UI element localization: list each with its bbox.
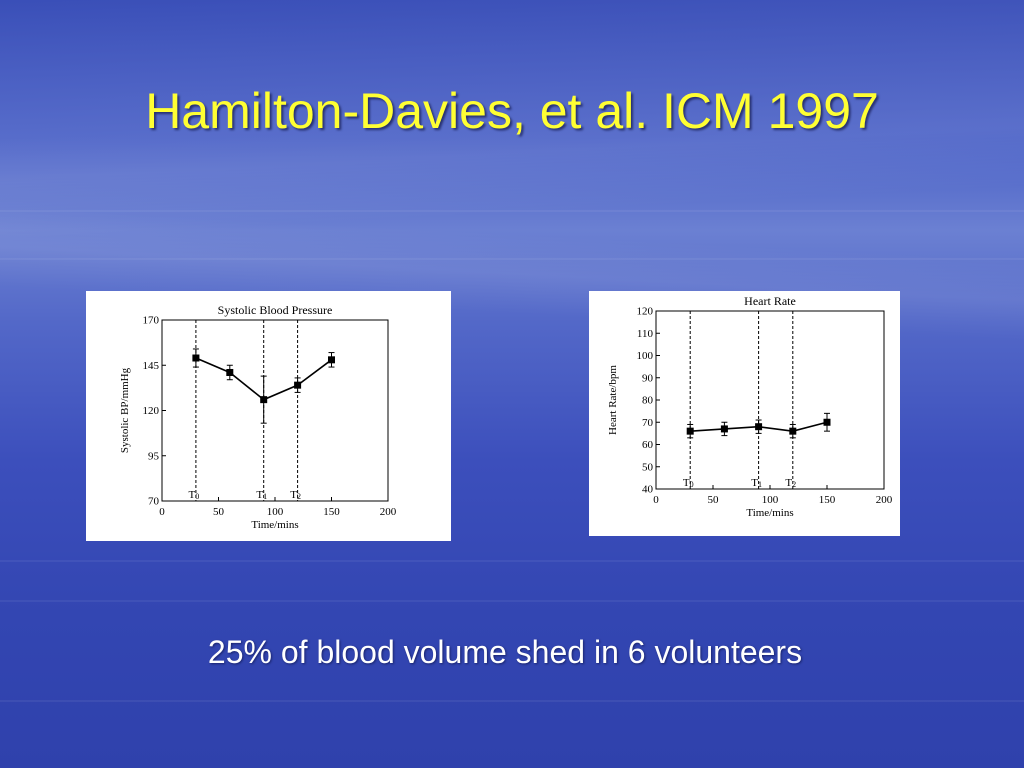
x-tick-label: 100 (267, 506, 284, 518)
x-tick-label: 0 (653, 494, 659, 506)
y-tick-label: 60 (642, 439, 654, 451)
data-point (192, 354, 200, 362)
time-marker-label: T0 (683, 477, 694, 489)
data-point (226, 368, 234, 376)
x-tick-label: 150 (323, 506, 340, 518)
y-tick-label: 100 (637, 350, 654, 362)
chart-title: Heart Rate (744, 294, 796, 308)
x-tick-label: 50 (213, 506, 225, 518)
background-wave (0, 700, 1024, 702)
y-axis-label: Systolic BP/mmHg (119, 367, 131, 453)
time-marker-label: T1 (256, 489, 267, 501)
slide-caption: 25% of blood volume shed in 6 volunteers (207, 634, 803, 670)
background-wave (0, 210, 1024, 212)
y-tick-label: 70 (642, 417, 654, 429)
x-axis-label: Time/mins (746, 507, 793, 519)
heart-rate-chart: Heart Rate 40 50 60 70 80 90 100 110 120 0 50 100 150… (589, 291, 900, 536)
time-marker-label: T2 (785, 477, 796, 489)
data-point (755, 423, 763, 431)
background-wave (0, 258, 1024, 260)
data-point (294, 381, 302, 389)
data-point (823, 418, 831, 426)
y-tick-label: 40 (642, 484, 654, 496)
systolic-bp-chart: Systolic Blood Pressure 70 95 120 145 170 0 50 1… (86, 291, 451, 541)
x-tick-label: 150 (819, 494, 836, 506)
y-tick-label: 110 (637, 328, 654, 340)
y-tick-label: 95 (148, 450, 160, 462)
x-tick-label: 50 (708, 494, 720, 506)
y-axis-label: Heart Rate/bpm (607, 365, 619, 435)
data-point (720, 425, 728, 433)
y-tick-label: 120 (143, 405, 160, 417)
y-tick-label: 90 (642, 372, 654, 384)
slide-title: Hamilton-Davies, et al. ICM 1997 (145, 83, 879, 139)
x-axis-label: Time/mins (251, 519, 298, 531)
y-tick-label: 70 (148, 496, 160, 508)
data-point (328, 356, 335, 364)
time-marker-label: T2 (290, 489, 301, 501)
background-wave (0, 560, 1024, 562)
heart-rate-plot: Heart Rate 40 50 60 70 80 90 100 110 120 0 50 100 150… (607, 294, 893, 519)
data-point (789, 427, 797, 435)
x-tick-label: 100 (762, 494, 779, 506)
data-point (260, 396, 268, 404)
x-tick-label: 200 (876, 494, 893, 506)
x-tick-label: 200 (380, 506, 397, 518)
y-tick-label: 120 (637, 306, 654, 318)
y-tick-label: 145 (143, 360, 160, 372)
background-wave (0, 600, 1024, 602)
y-tick-label: 80 (642, 395, 654, 407)
time-marker-label: T1 (751, 477, 762, 489)
chart-title: Systolic Blood Pressure (218, 303, 333, 317)
data-point (686, 427, 694, 435)
time-marker-label: T0 (189, 489, 200, 501)
y-tick-label: 50 (642, 461, 654, 473)
y-tick-label: 170 (143, 315, 160, 327)
x-tick-label: 0 (159, 506, 165, 518)
systolic-bp-plot: Systolic Blood Pressure 70 95 120 145 170 0 50 1… (119, 303, 397, 531)
